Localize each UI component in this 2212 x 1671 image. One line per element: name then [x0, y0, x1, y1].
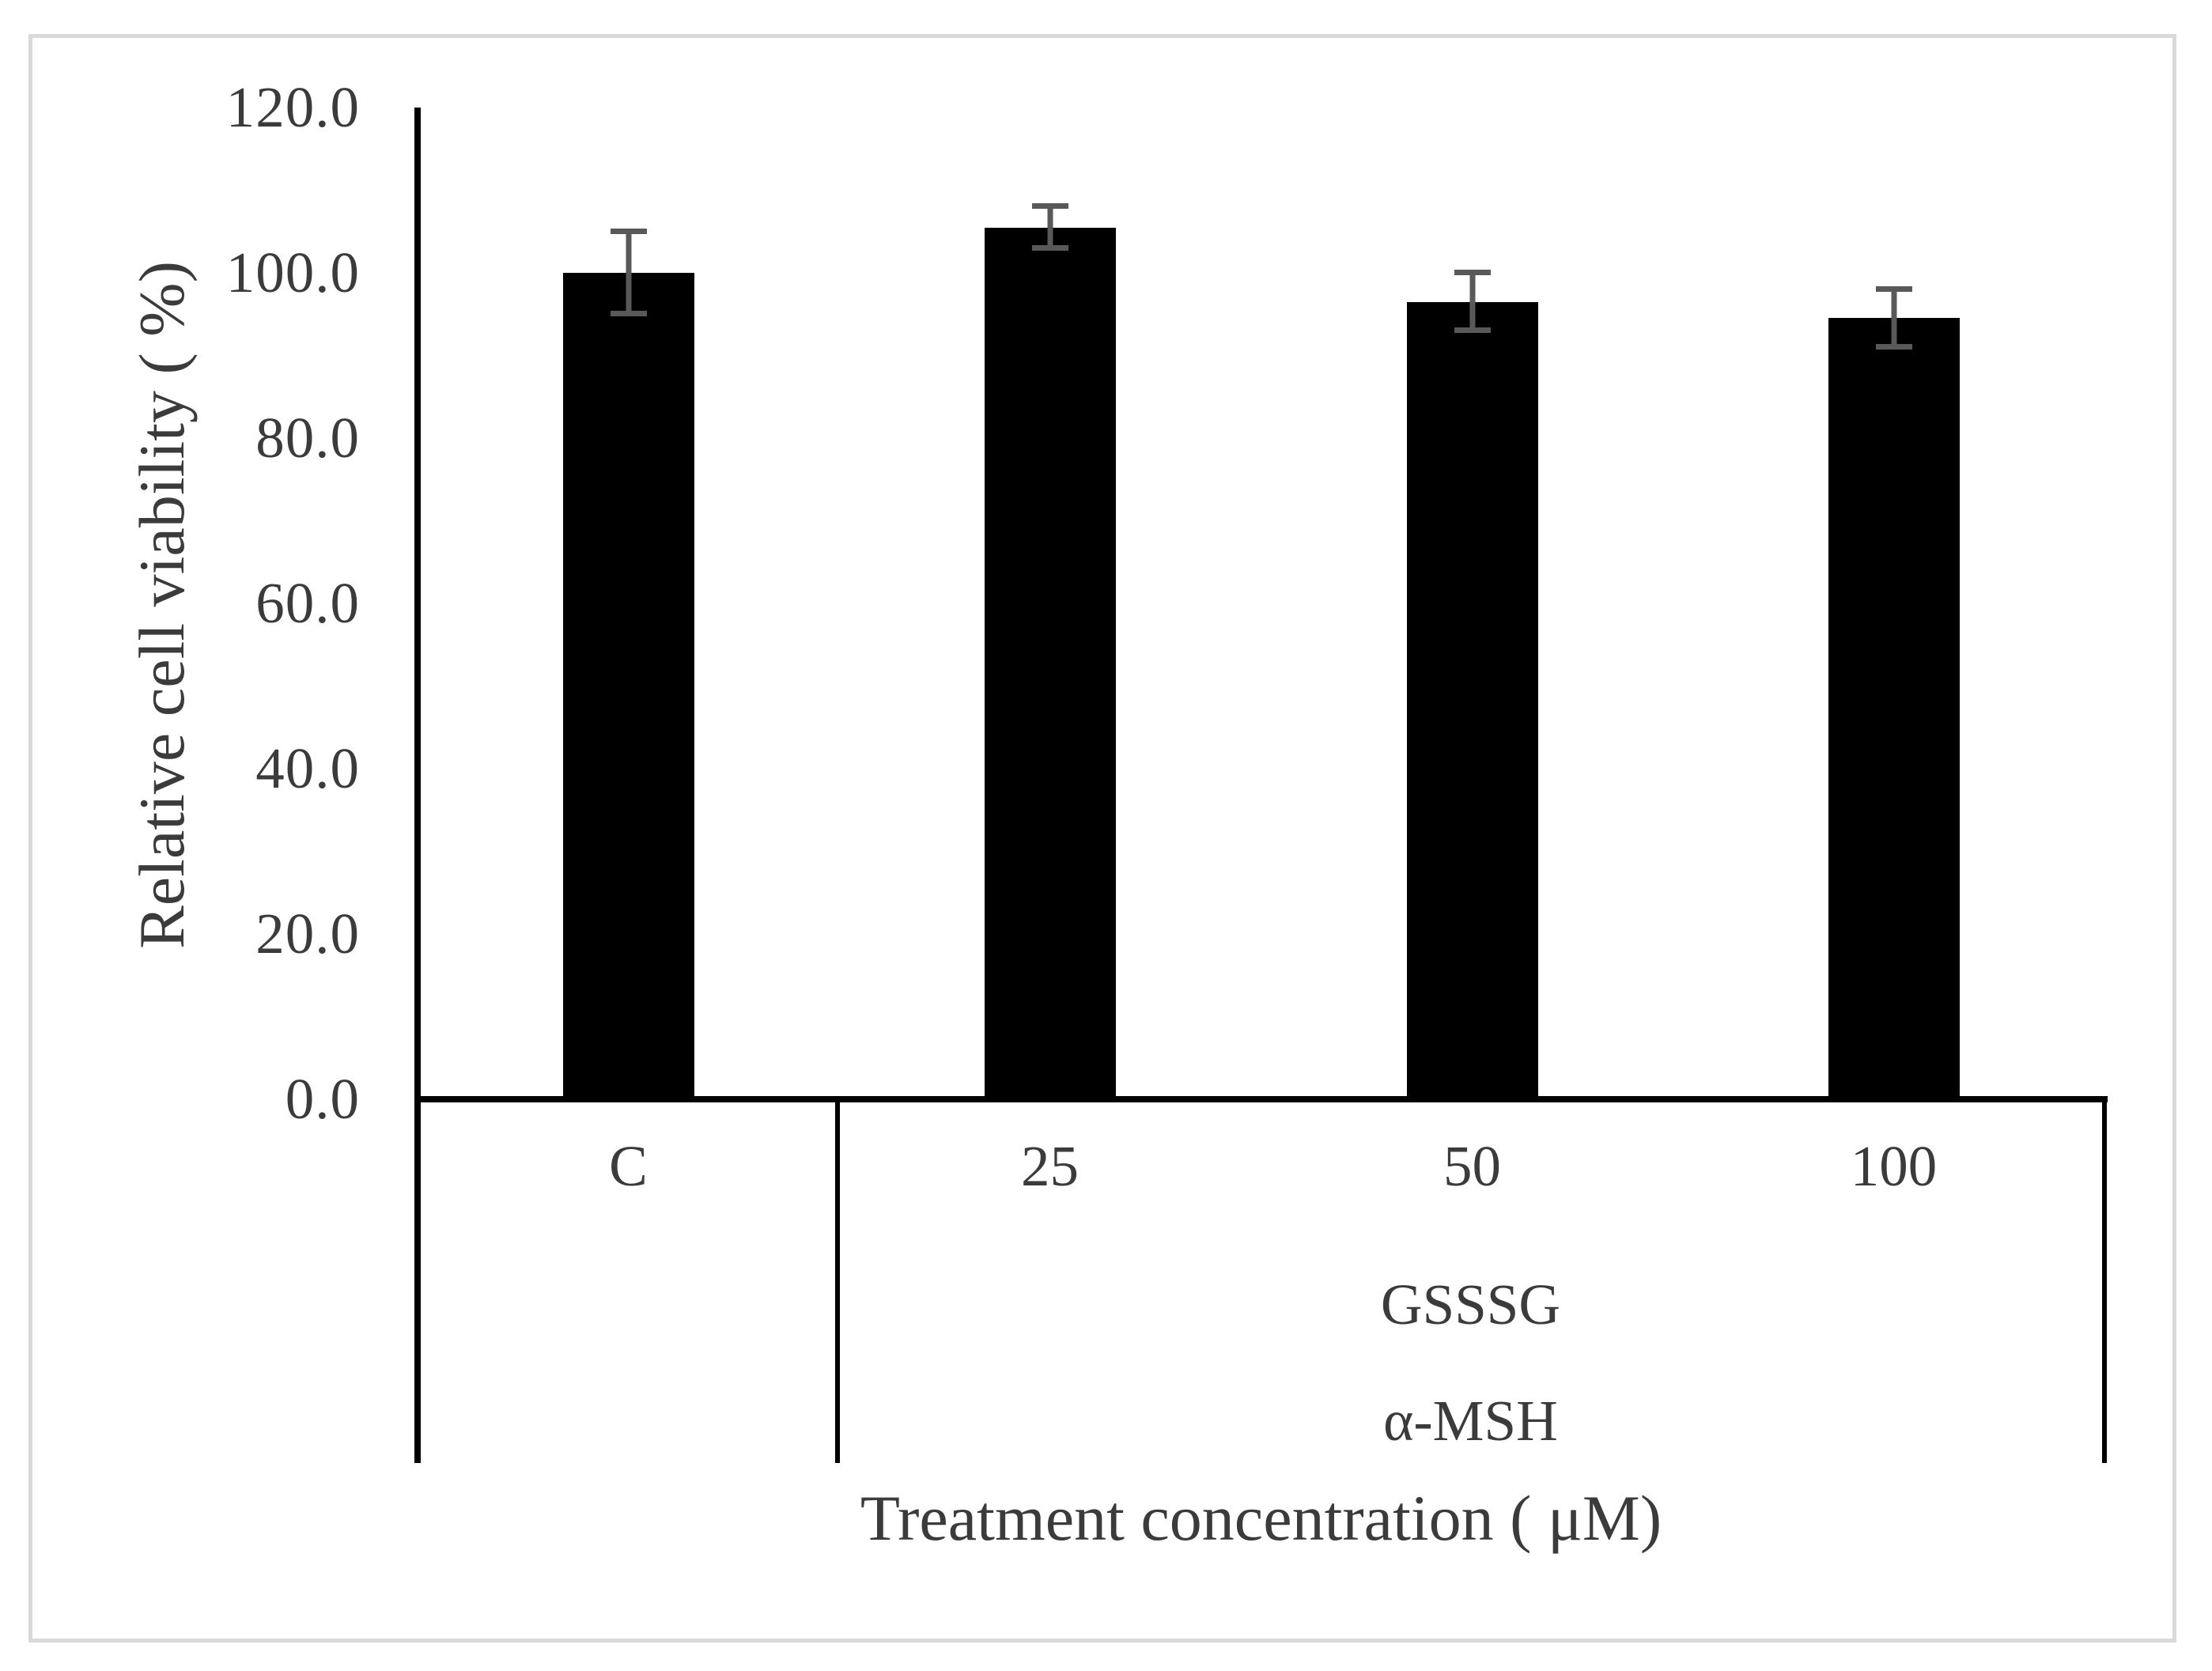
category-divider-line	[835, 1099, 840, 1463]
y-axis-line	[414, 108, 421, 1463]
x-category-label-25: 25	[1021, 1134, 1079, 1198]
y-tick-label-0: 0.0	[285, 1067, 360, 1131]
y-tick-label-40: 40.0	[255, 736, 360, 800]
y-tick-label-80: 80.0	[255, 406, 360, 470]
y-tick-label-120: 120.0	[225, 75, 360, 139]
error-bar-cap-bottom	[1031, 244, 1068, 251]
bar-group-100	[1683, 108, 2104, 1099]
bar	[1828, 318, 1960, 1099]
x-category-label-50: 50	[1443, 1134, 1501, 1198]
y-tick-label-60: 60.0	[255, 571, 360, 635]
y-tick-label-20: 20.0	[255, 902, 360, 966]
error-bar-cap-top	[610, 228, 647, 234]
x-axis-line	[414, 1096, 2108, 1102]
y-axis-title: Relative cell viability ( %)	[126, 261, 198, 949]
group-label-gsssg: GSSSG	[1380, 1272, 1561, 1336]
bar	[562, 273, 694, 1099]
error-bar-cap-top	[1875, 285, 1912, 292]
error-bar-cap-bottom	[1875, 344, 1912, 350]
bar-group-control	[418, 108, 839, 1099]
x-category-label-100: 100	[1850, 1134, 1938, 1198]
error-bar-line	[626, 231, 631, 315]
bar-group-50	[1261, 108, 1683, 1099]
group-label-alpha-msh: α-MSH	[1383, 1389, 1558, 1453]
y-tick-label-100: 100.0	[225, 240, 360, 304]
bar	[984, 227, 1116, 1099]
bar	[1406, 301, 1538, 1099]
x-category-label-control: C	[609, 1134, 648, 1198]
error-bar-cap-bottom	[610, 311, 647, 317]
error-bar-cap-top	[1454, 270, 1491, 275]
category-divider-line-right	[2102, 1099, 2107, 1463]
error-bar-line	[1047, 206, 1053, 248]
error-bar-line	[1469, 273, 1475, 331]
error-bar-line	[1891, 289, 1896, 348]
bar-group-25	[839, 108, 1261, 1099]
error-bar-cap-top	[1031, 203, 1068, 210]
error-bar-cap-bottom	[1454, 327, 1491, 334]
x-axis-title: Treatment concentration ( μM)	[860, 1482, 1662, 1554]
